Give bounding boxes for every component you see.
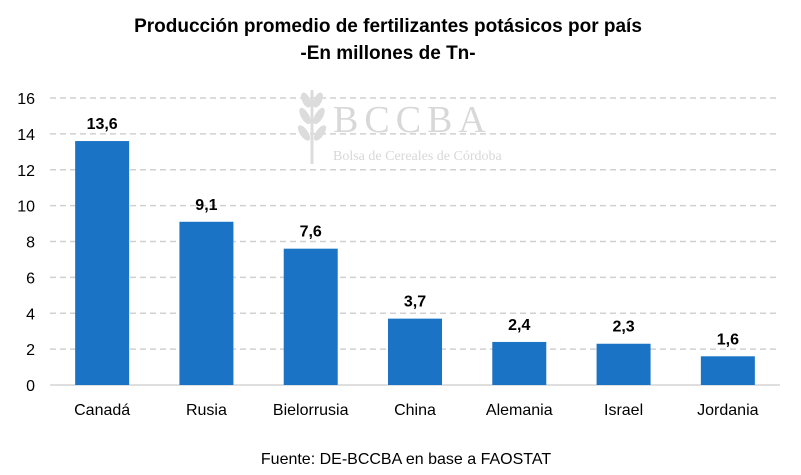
data-label: 2,4 [508, 317, 530, 334]
gridlines [50, 97, 780, 386]
data-labels: 13,6 9,1 7,6 3,7 2,4 2,3 1,6 [87, 116, 740, 348]
y-tick-label: 14 [17, 127, 35, 144]
bar [179, 221, 234, 385]
bar [388, 318, 442, 385]
data-label: 2,3 [612, 319, 634, 336]
bar [492, 341, 547, 385]
wheat-icon [297, 90, 327, 164]
y-tick-label: 10 [17, 199, 35, 216]
y-axis: 0 2 4 6 8 10 12 14 16 [17, 91, 35, 395]
category-label: Canadá [74, 402, 130, 419]
category-label: Alemania [486, 402, 553, 419]
y-tick-label: 6 [26, 270, 35, 287]
y-tick-label: 4 [26, 306, 35, 323]
watermark-subtitle: Bolsa de Cereales de Córdoba [333, 149, 503, 164]
category-label: Rusia [186, 402, 227, 419]
category-label: Israel [604, 402, 643, 419]
category-label: Jordania [697, 402, 758, 419]
y-tick-label: 12 [17, 163, 35, 180]
data-label: 3,7 [404, 294, 426, 311]
watermark: BCCBA Bolsa de Cereales de Córdoba [297, 90, 503, 164]
source-note: Fuente: DE-BCCBA en base a FAOSTAT [261, 451, 551, 468]
y-tick-label: 2 [26, 342, 35, 359]
bar [596, 343, 651, 385]
chart-subtitle: -En millones de Tn- [300, 43, 475, 64]
y-tick-label: 8 [26, 235, 35, 252]
watermark-name: BCCBA [333, 99, 492, 141]
data-label: 1,6 [717, 331, 739, 348]
category-label: China [394, 402, 436, 419]
data-label: 13,6 [87, 116, 118, 133]
data-label: 7,6 [300, 224, 322, 241]
y-tick-label: 0 [26, 378, 35, 395]
bar [283, 248, 338, 385]
y-tick-label: 16 [17, 91, 35, 108]
bar [700, 356, 755, 385]
x-axis: Canadá Rusia Bielorrusia China Alemania Israe… [74, 402, 759, 419]
data-label: 9,1 [195, 197, 217, 214]
category-label: Bielorrusia [273, 402, 349, 419]
bars [75, 141, 755, 385]
bar [75, 141, 130, 385]
chart-title: Producción promedio de fertilizantes pot… [134, 16, 642, 37]
